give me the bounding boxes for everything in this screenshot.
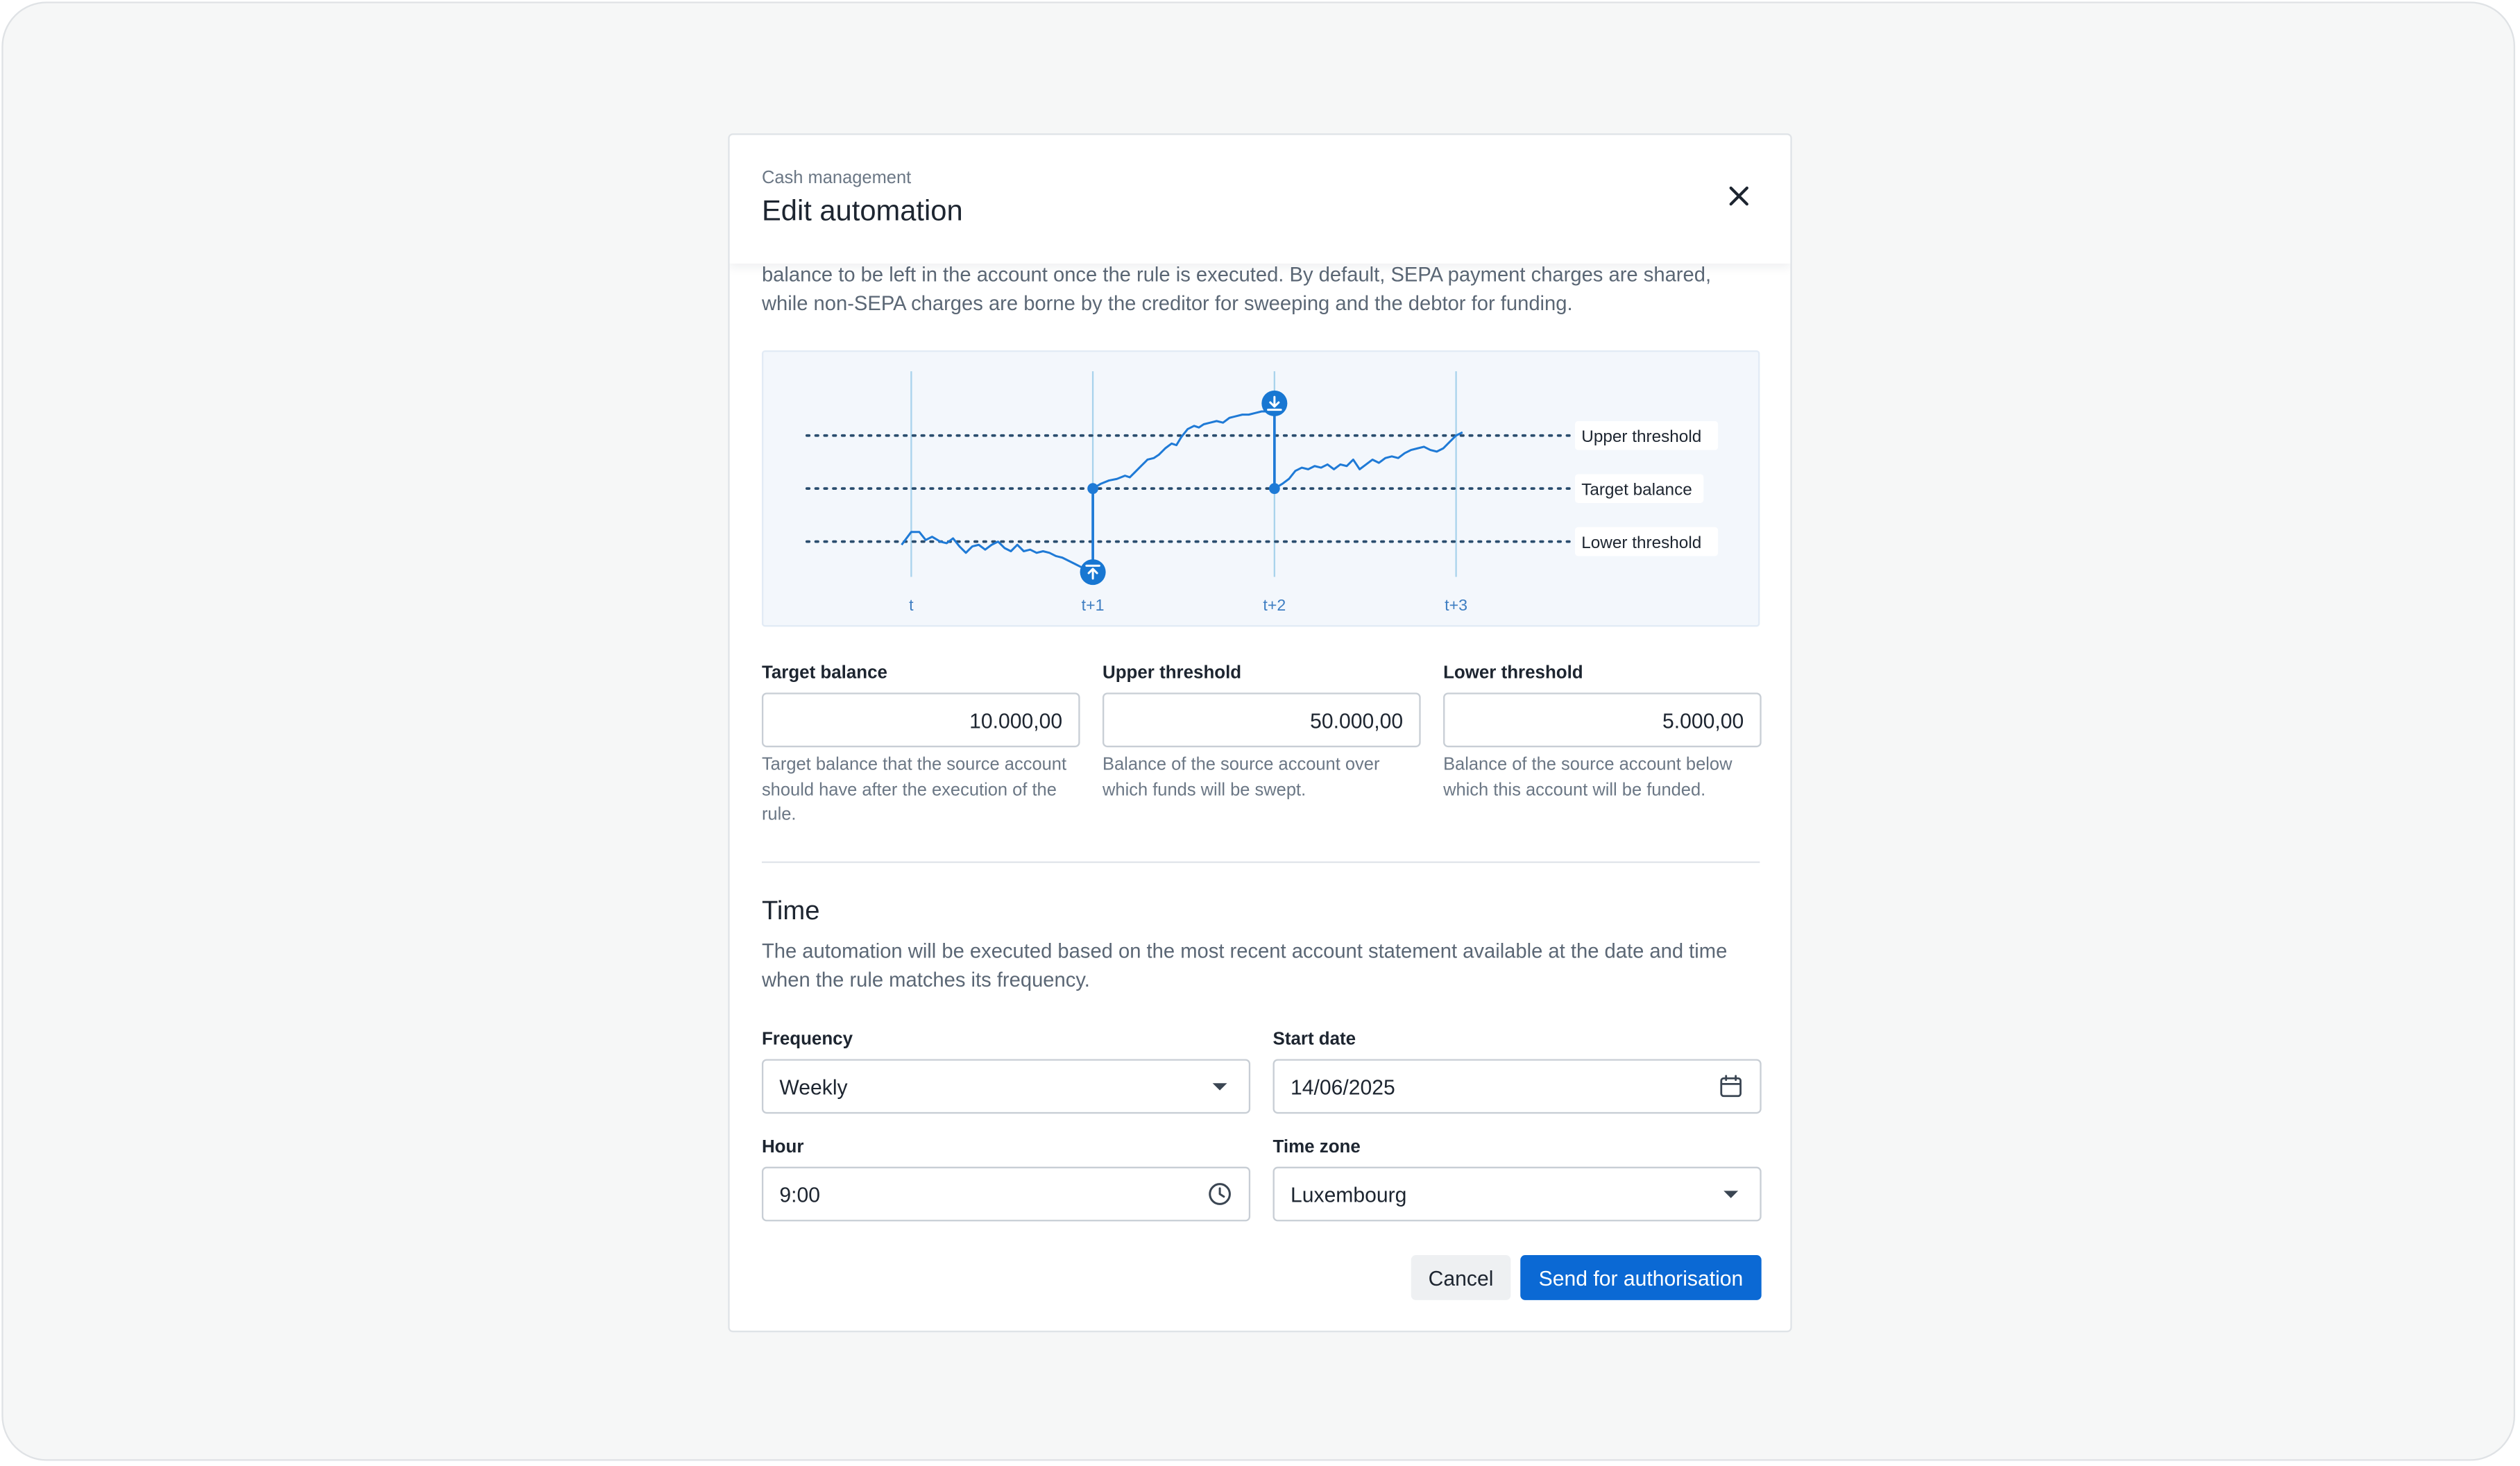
- dialog-eyebrow: Cash management: [761, 169, 912, 189]
- start-date-value: 14/06/2025: [1291, 1074, 1395, 1099]
- sweeping-point: [1268, 483, 1280, 495]
- lower-threshold-help: Balance of the source account below whic…: [1443, 755, 1732, 800]
- upper-threshold-help: Balance of the source account over which…: [1102, 755, 1380, 800]
- threshold-chart-svg: Upper threshold Target balance Lower thr…: [805, 371, 1719, 614]
- dialog-header: Cash management Edit automation: [729, 135, 1791, 264]
- edit-automation-dialog: Cash management Edit automation balance …: [728, 133, 1792, 1333]
- frequency-label: Frequency: [761, 1030, 853, 1050]
- start-date-input[interactable]: 14/06/2025: [1272, 1059, 1762, 1114]
- close-button[interactable]: [1717, 173, 1762, 219]
- calendar-icon[interactable]: [1718, 1073, 1744, 1099]
- arrow-up-icon: [1080, 559, 1106, 586]
- x-tick-t2: t+2: [1263, 596, 1286, 614]
- intro-text: balance to be left in the account once t…: [761, 263, 1712, 314]
- target-balance-input[interactable]: 10.000,00: [761, 692, 1080, 748]
- lower-threshold-label: Lower threshold: [1581, 534, 1701, 552]
- balance-line-segment-2: [1092, 410, 1275, 490]
- close-icon: [1729, 186, 1748, 206]
- x-tick-t1: t+1: [1082, 596, 1105, 614]
- threshold-chart: Upper threshold Target balance Lower thr…: [761, 350, 1760, 627]
- section-divider: [761, 861, 1760, 863]
- frequency-select[interactable]: Weekly: [761, 1059, 1251, 1114]
- hour-input[interactable]: 9:00: [761, 1166, 1251, 1222]
- balance-line-segment-3: [1274, 431, 1463, 490]
- lower-threshold-input[interactable]: 5.000,00: [1443, 692, 1762, 748]
- funding-point: [1087, 483, 1098, 495]
- target-balance-label: Target balance: [1581, 480, 1692, 499]
- time-zone-value: Luxembourg: [1291, 1182, 1407, 1207]
- target-balance-help: Target balance that the source account s…: [761, 755, 1067, 825]
- lower-threshold-label: Lower threshold: [1443, 663, 1583, 683]
- caret-down-icon: [1723, 1191, 1739, 1198]
- caret-down-icon: [1212, 1083, 1227, 1091]
- x-tick-t3: t+3: [1445, 596, 1467, 614]
- target-balance-label: Target balance: [761, 663, 887, 683]
- hour-label: Hour: [761, 1137, 804, 1157]
- frequency-value: Weekly: [779, 1074, 848, 1099]
- time-section-title: Time: [761, 896, 820, 926]
- balance-line-segment-1: [901, 531, 1093, 574]
- arrow-down-icon: [1261, 390, 1288, 416]
- hour-value: 9:00: [779, 1182, 821, 1207]
- time-zone-select[interactable]: Luxembourg: [1272, 1166, 1762, 1222]
- send-for-authorisation-button[interactable]: Send for authorisation: [1520, 1255, 1762, 1300]
- cancel-button[interactable]: Cancel: [1411, 1255, 1511, 1300]
- upper-threshold-label: Upper threshold: [1581, 427, 1701, 446]
- clock-icon[interactable]: [1207, 1182, 1233, 1207]
- dialog-title: Edit automation: [761, 194, 963, 227]
- upper-threshold-label: Upper threshold: [1102, 663, 1242, 683]
- time-zone-label: Time zone: [1272, 1137, 1361, 1157]
- x-tick-t: t: [909, 596, 914, 614]
- time-section-description: The automation will be executed based on…: [761, 940, 1728, 992]
- upper-threshold-input[interactable]: 50.000,00: [1102, 692, 1421, 748]
- start-date-label: Start date: [1272, 1030, 1356, 1050]
